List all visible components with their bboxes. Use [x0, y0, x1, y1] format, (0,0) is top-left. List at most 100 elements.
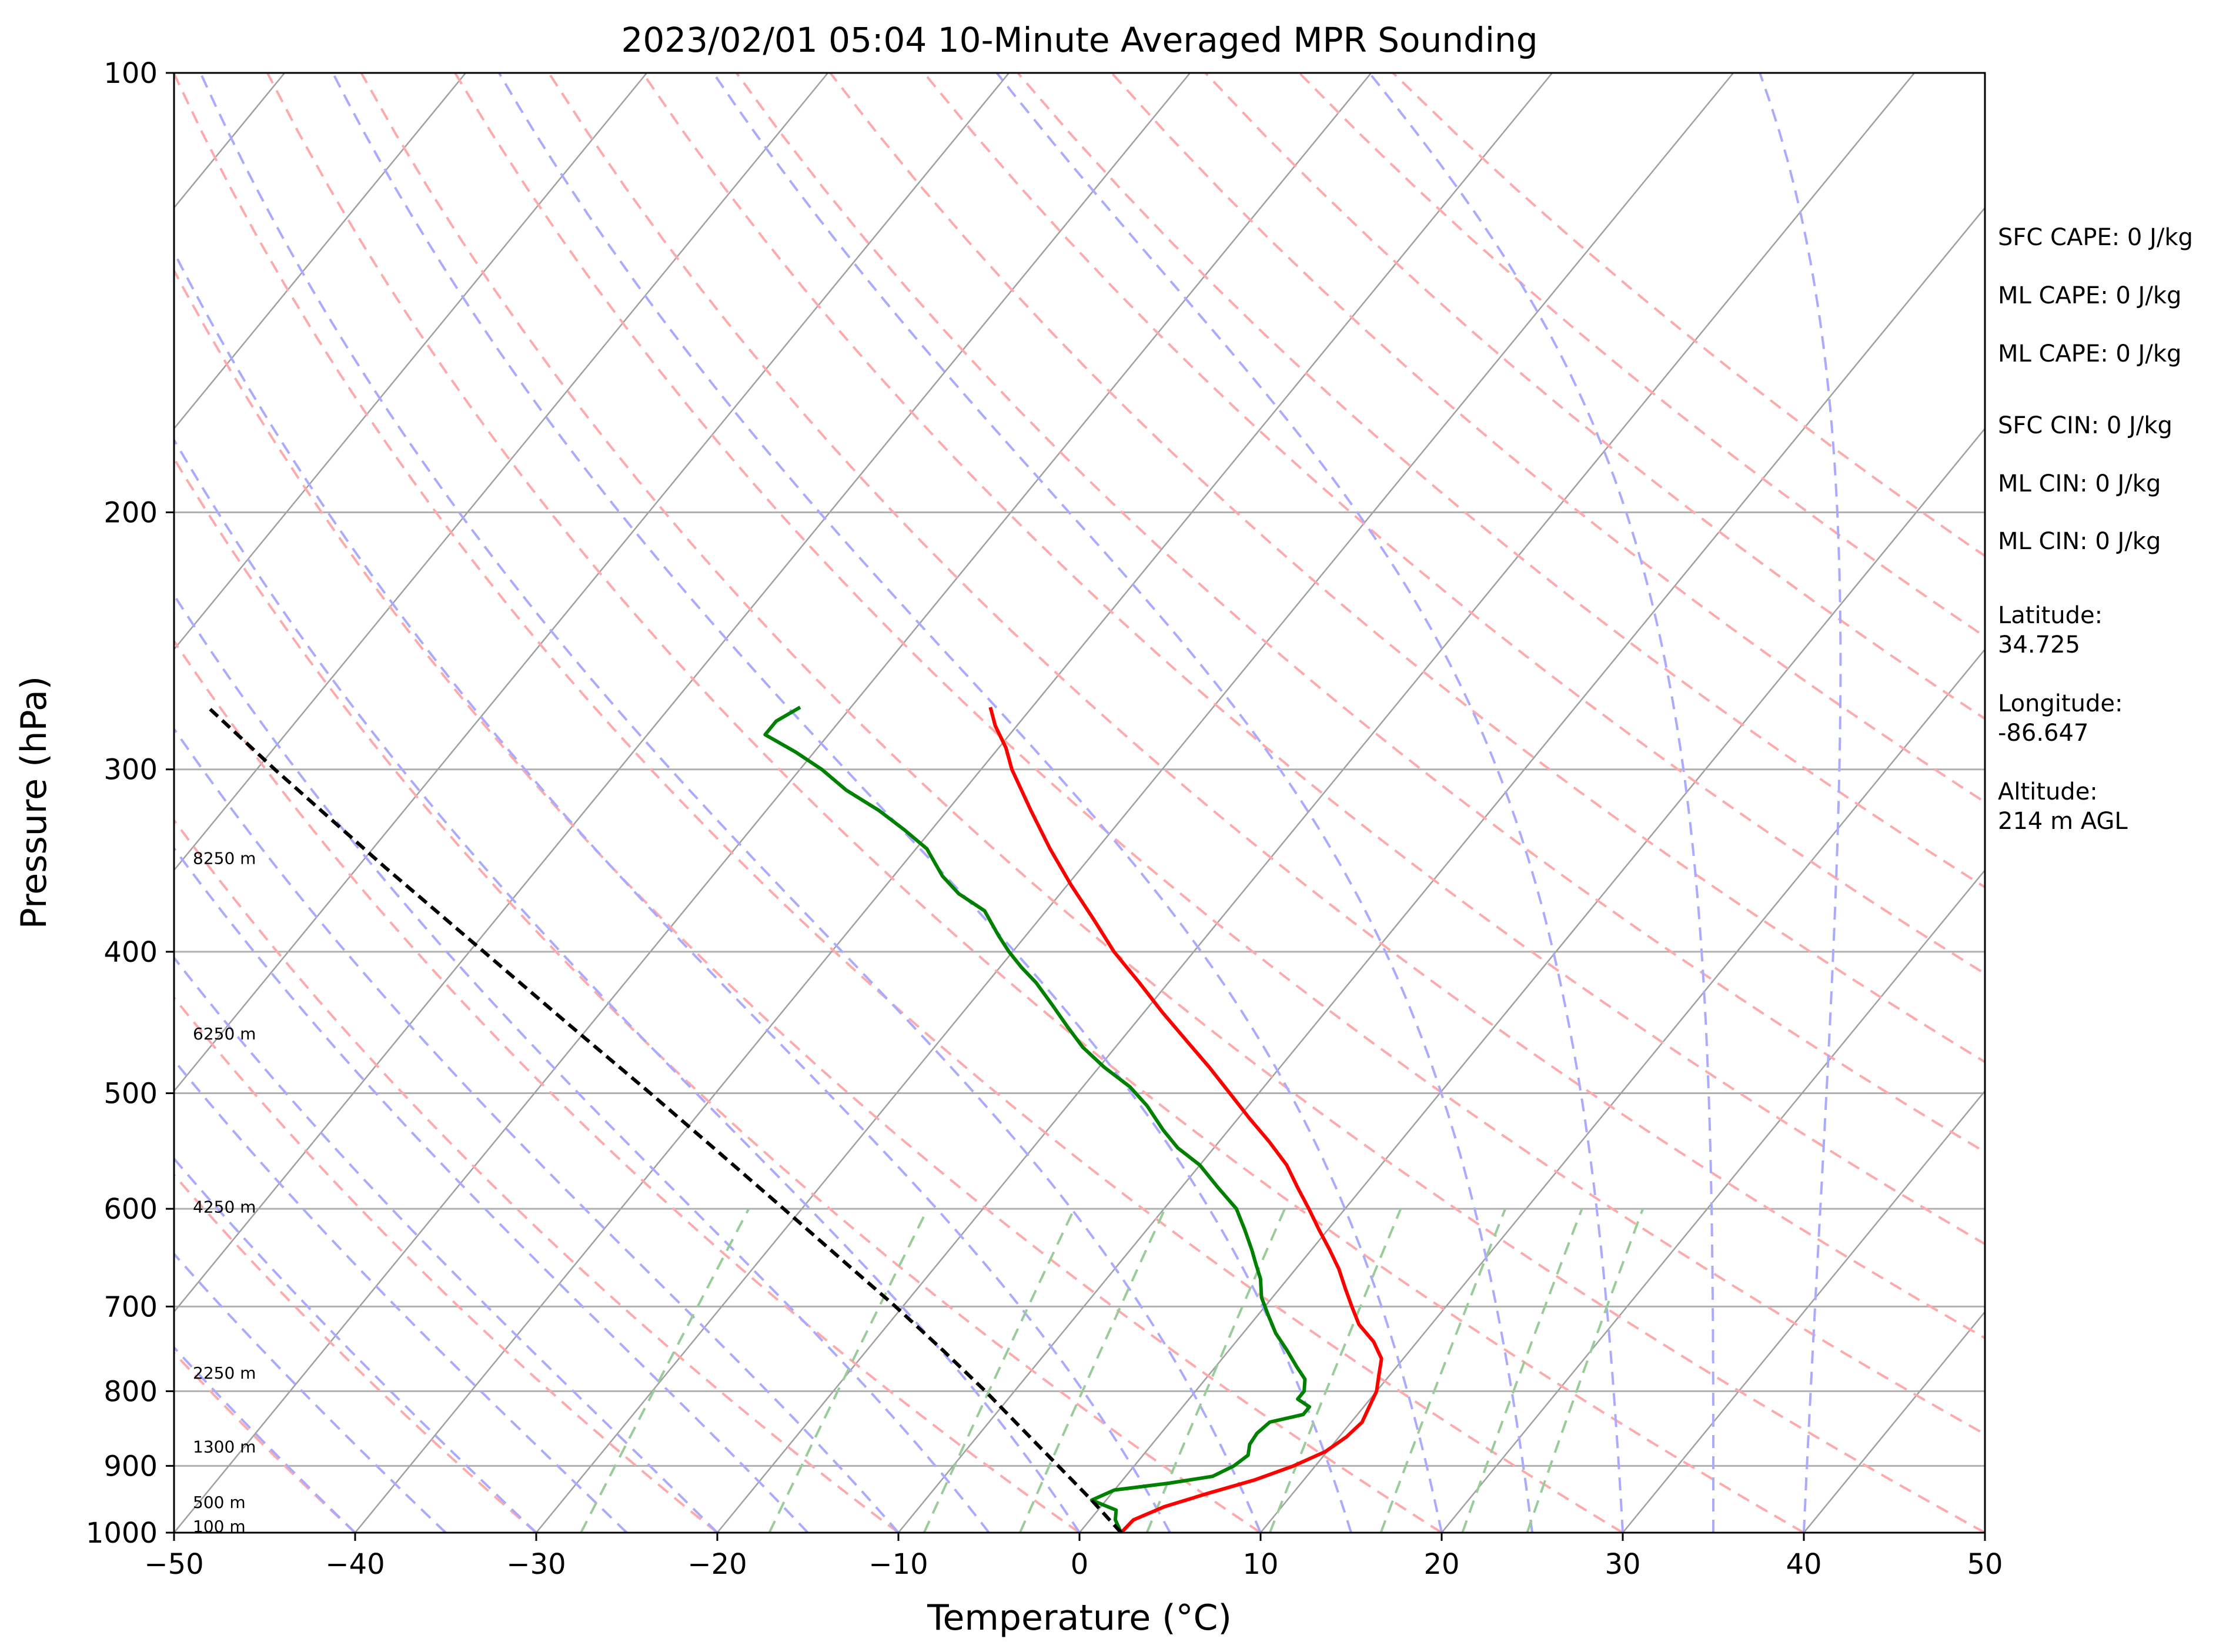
height-labels: 8250 m 6250 m 4250 m 2250 m 1300 m 500 m 100 m	[193, 848, 256, 1536]
moist-adiabat-line	[199, 73, 1262, 1533]
x-tick-label: 0	[1071, 1548, 1089, 1581]
dry-adiabat-line	[174, 638, 1081, 1533]
moist-adiabat-line	[995, 73, 1624, 1533]
dry-adiabat-line	[641, 73, 1985, 1246]
x-tick-label: 10	[1242, 1548, 1278, 1581]
y-axis-label: Pressure (hPa)	[14, 676, 55, 929]
height-label: 500 m	[193, 1493, 246, 1512]
height-label: 6250 m	[193, 1024, 256, 1044]
dry-adiabat-line	[174, 1173, 537, 1533]
moist-adiabat-line	[174, 1156, 537, 1533]
mixing-ratio-line	[1268, 1208, 1402, 1533]
sfc-cin-text: SFC CIN: 0 J/kg	[1998, 412, 2172, 439]
sfc-cape-text: SFC CAPE: 0 J/kg	[1998, 224, 2193, 251]
moist-adiabat-line	[174, 1252, 447, 1533]
ml-cin-text-2: ML CIN: 0 J/kg	[1998, 528, 2161, 555]
y-tick-label: 600	[103, 1193, 158, 1226]
dry-adiabat-line	[174, 456, 1262, 1533]
moist-adiabat-line	[497, 73, 1443, 1533]
y-tick-label: 400	[103, 936, 158, 969]
longitude-value: -86.647	[1998, 720, 2088, 747]
series-layer	[206, 705, 1383, 1533]
height-label: 8250 m	[193, 848, 256, 868]
dry-adiabat-line	[266, 73, 1804, 1533]
moist-adiabat-line	[712, 73, 1533, 1533]
x-tick-label: 20	[1423, 1548, 1459, 1581]
isotherm-line	[355, 73, 1553, 1533]
dry-adiabat-line	[454, 73, 1985, 1436]
isotherm-line	[898, 206, 1985, 1533]
dry-adiabat-line	[174, 996, 718, 1533]
dry-adiabat-line	[174, 1351, 356, 1533]
isotherm-line	[174, 73, 467, 430]
height-label: 4250 m	[193, 1198, 256, 1217]
y-tick-label: 800	[103, 1375, 158, 1408]
x-tick-label: −50	[144, 1548, 203, 1581]
x-tick-label: −20	[687, 1548, 747, 1581]
height-label: 1300 m	[193, 1437, 256, 1457]
y-tick-label: 100	[103, 57, 158, 90]
isotherm-line	[174, 73, 829, 872]
mixing-ratio-line	[768, 1208, 929, 1533]
moist-adiabat-line	[174, 437, 1081, 1533]
mixing-ratio-line	[1145, 1208, 1286, 1533]
moist-adiabat-line	[174, 1058, 628, 1533]
mixing-ratio-line	[1461, 1208, 1583, 1533]
x-axis-label: Temperature (°C)	[927, 1597, 1232, 1638]
latitude-label: Latitude:	[1998, 602, 2103, 629]
chart-title: 2023/02/01 05:04 10-Minute Averaged MPR …	[621, 20, 1538, 60]
isotherm-line	[536, 73, 1734, 1533]
y-tick-label: 200	[103, 496, 158, 529]
isotherm-line	[1260, 648, 1985, 1533]
x-axis: −50 −40 −30 −20 −10 0 10 20 30 40 50	[144, 1533, 2003, 1581]
ml-cape-text: ML CAPE: 0 J/kg	[1998, 282, 2181, 309]
isotherm-line	[174, 73, 648, 651]
moist-adiabat-line	[174, 249, 1171, 1533]
isotherm-line	[1441, 869, 1985, 1533]
ml-cape-text-2: ML CAPE: 0 J/kg	[1998, 340, 2181, 367]
moist-adiabat-line	[1759, 73, 1842, 1533]
dry-adiabat-line	[360, 73, 1985, 1533]
x-tick-label: 40	[1786, 1548, 1821, 1581]
isotherm-line	[1622, 1089, 1985, 1533]
moist-adiabat-line	[174, 593, 990, 1533]
x-tick-label: −30	[506, 1548, 566, 1581]
moist-adiabat-line	[1368, 73, 1714, 1533]
dry-adiabat-line	[174, 818, 900, 1533]
y-tick-label: 700	[103, 1290, 158, 1323]
longitude-label: Longitude:	[1998, 690, 2123, 717]
dry-adiabat-line	[1111, 73, 1985, 804]
isotherm-line	[1079, 427, 1985, 1533]
dry-adiabat-line	[735, 73, 1985, 1153]
temperature-line	[988, 707, 1383, 1533]
mixing-ratio-line	[1526, 1208, 1645, 1533]
parcel-line	[206, 705, 1123, 1533]
reference-lines	[174, 73, 1985, 1533]
latitude-value: 34.725	[1998, 631, 2080, 658]
x-tick-label: 50	[1967, 1548, 2003, 1581]
moist-adiabat-line	[174, 846, 809, 1533]
height-label: 100 m	[193, 1517, 246, 1536]
moist-adiabat-line	[174, 955, 718, 1533]
mixing-ratio-line	[580, 1208, 750, 1533]
mixing-ratio-line	[1018, 1208, 1167, 1533]
y-tick-label: 500	[103, 1078, 158, 1111]
x-tick-label: −40	[325, 1548, 385, 1581]
moist-adiabat-line	[174, 727, 900, 1533]
x-tick-label: −10	[868, 1548, 928, 1581]
dry-adiabat-line	[547, 73, 1985, 1340]
isotherm-line	[174, 73, 1010, 1092]
altitude-value: 214 m AGL	[1998, 808, 2128, 835]
dewpoint-line	[763, 705, 1312, 1533]
y-tick-label: 900	[103, 1450, 158, 1483]
y-tick-label: 300	[103, 754, 158, 787]
moist-adiabat-line	[332, 73, 1352, 1533]
indices-panel: SFC CAPE: 0 J/kg ML CAPE: 0 J/kg ML CAPE…	[1998, 224, 2193, 835]
height-label: 2250 m	[193, 1363, 256, 1383]
altitude-label: Altitude:	[1998, 778, 2098, 805]
isotherm-line	[174, 73, 1191, 1313]
dry-adiabat-line	[174, 267, 1443, 1533]
mixing-ratio-line	[923, 1208, 1075, 1533]
mixing-ratio-line	[1379, 1208, 1507, 1533]
